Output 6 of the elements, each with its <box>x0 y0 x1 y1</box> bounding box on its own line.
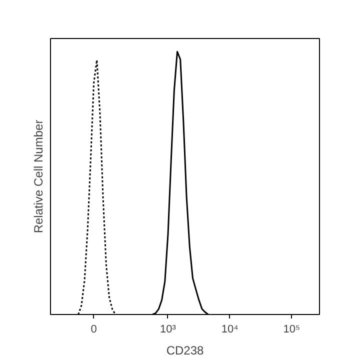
x-axis-title: CD238 <box>166 344 204 358</box>
x-tick-label: 0 <box>90 324 97 336</box>
x-tick-label: 10⁴ <box>221 324 239 336</box>
y-axis-title: Relative Cell Number <box>32 120 46 234</box>
x-tick-label: 10⁵ <box>283 324 300 336</box>
x-tick-label: 10³ <box>160 324 176 336</box>
